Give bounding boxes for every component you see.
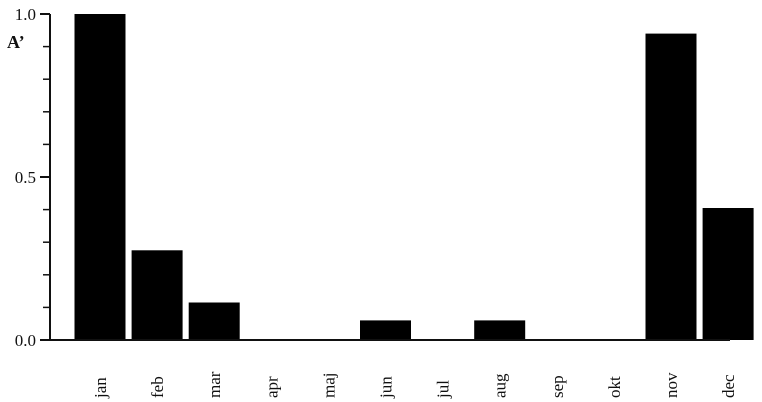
x-tick-label-mar: mar: [205, 371, 224, 398]
x-tick-label-apr: apr: [262, 376, 281, 398]
x-tick-label-jun: jun: [377, 376, 396, 399]
y-ticks-group: 0.0 0.5 1.0: [15, 5, 50, 350]
x-tick-label-jan: jan: [91, 377, 110, 399]
bar-mar: [188, 302, 240, 340]
bar-dec: [702, 208, 754, 340]
y-tick-label: 1.0: [15, 5, 36, 24]
y-tick-label: 0.0: [15, 331, 36, 350]
bar-jun: [360, 320, 411, 340]
x-tick-label-feb: feb: [148, 376, 167, 398]
x-tick-label-jul: jul: [434, 380, 453, 399]
y-tick-label: 0.5: [15, 168, 36, 187]
bar-nov: [645, 33, 697, 340]
x-tick-label-nov: nov: [662, 372, 681, 398]
bar-aug: [474, 320, 526, 340]
x-tick-label-maj: maj: [319, 373, 338, 399]
bars-group: [74, 14, 754, 340]
x-tick-label-sep: sep: [548, 375, 567, 398]
bar-feb: [131, 250, 183, 340]
bar-jan: [74, 14, 126, 340]
x-tick-label-okt: okt: [605, 376, 624, 398]
x-labels-group: jan feb mar apr maj jun jul aug sep okt nov dec: [91, 371, 738, 399]
x-tick-label-aug: aug: [491, 373, 510, 398]
x-tick-label-dec: dec: [719, 374, 738, 398]
y-axis-label: A’: [7, 32, 25, 52]
